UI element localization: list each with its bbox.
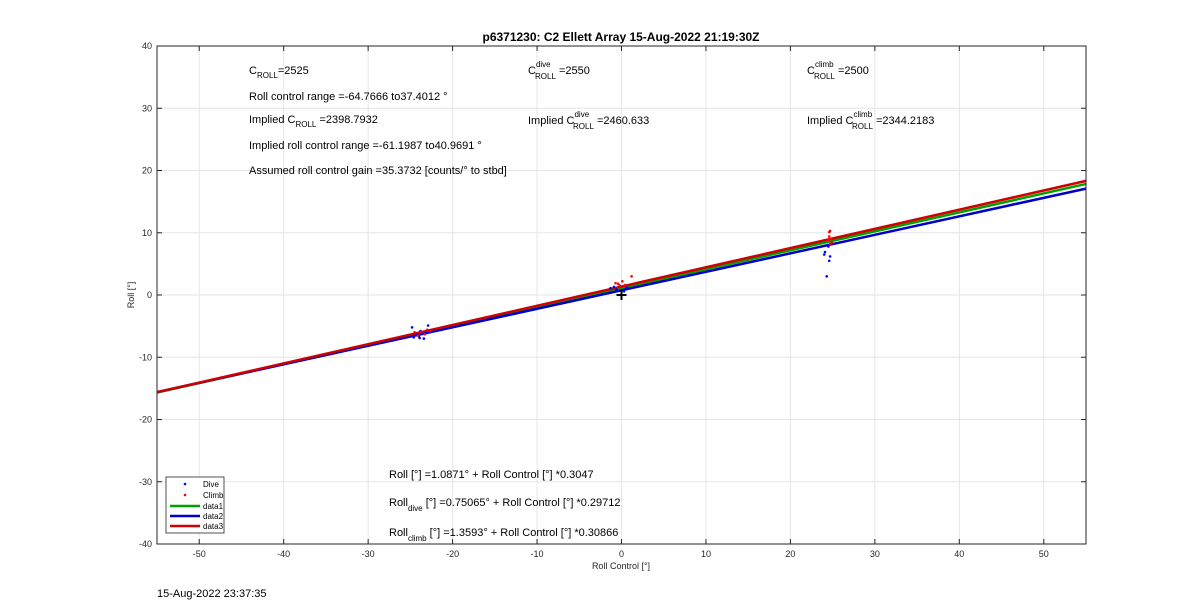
point-dive — [422, 337, 426, 340]
y-tick-label: 30 — [142, 103, 152, 113]
data-points — [410, 229, 834, 340]
point-climb — [621, 280, 624, 283]
legend-climb-label: Climb — [203, 491, 224, 500]
point-climb — [614, 281, 617, 285]
legend: Dive Climb data1 data2 data3 — [165, 476, 225, 534]
y-tick-label: 10 — [142, 228, 152, 238]
point-climb — [413, 331, 416, 334]
point-climb — [616, 282, 620, 286]
point-climb — [630, 275, 633, 278]
point-dive — [622, 289, 626, 293]
origin-marker — [616, 290, 627, 300]
y-tick-label: -40 — [139, 539, 152, 549]
x-tick-label: 0 — [619, 549, 624, 559]
x-tick-label: -10 — [531, 549, 544, 559]
legend-dive-marker — [183, 482, 187, 486]
legend-climb-marker — [183, 493, 187, 497]
x-tick-label: 20 — [785, 549, 795, 559]
x-tick-label: -40 — [277, 549, 290, 559]
point-climb — [827, 230, 831, 234]
point-dive — [827, 259, 831, 263]
annotation-fit-dive: Rolldive [°] =0.75065° + Roll Control [°… — [389, 497, 621, 513]
tick-labels: -50 -40 -30 -20 -10 0 10 20 30 40 50 -40 -30 -20 -10 0 1… — [139, 41, 1086, 559]
x-axis-label: Roll Control [°] — [592, 561, 650, 571]
annotation-gain: Assumed roll control gain =35.3732 [coun… — [249, 165, 507, 177]
point-dive — [825, 275, 829, 278]
point-dive — [410, 326, 414, 329]
y-tick-label: -30 — [139, 477, 152, 487]
annotation-implied-cclimb: Implied Cclimb ROLL =2344.2183 — [807, 110, 934, 131]
x-tick-label: 10 — [701, 549, 711, 559]
point-climb — [623, 283, 627, 287]
x-tick-label: 30 — [870, 549, 880, 559]
footer-timestamp: 15-Aug-2022 23:37:35 — [157, 588, 267, 600]
point-climb — [429, 329, 432, 333]
legend-data3-label: data3 — [203, 522, 224, 531]
point-dive — [615, 288, 618, 291]
point-dive — [609, 286, 612, 290]
annotation-implied-cdive: Implied Cdive ROLL =2460.633 — [528, 110, 649, 131]
point-dive — [412, 336, 416, 339]
y-tick-label: -20 — [139, 415, 152, 425]
point-climb — [423, 332, 427, 336]
x-tick-label: -20 — [446, 549, 459, 559]
y-axis-label: Roll [°] — [126, 282, 136, 309]
y-tick-label: -10 — [139, 352, 152, 362]
x-tick-label: 50 — [1039, 549, 1049, 559]
point-climb — [425, 328, 429, 332]
annotation-fit-all: Roll [°] =1.0871° + Roll Control [°] *0.… — [389, 469, 594, 481]
annotation-roll-control-range: Roll control range =-64.7666 to37.4012 ° — [249, 91, 448, 103]
point-climb — [420, 330, 423, 334]
x-tick-label: 40 — [954, 549, 964, 559]
chart-title: p6371230: C2 Ellett Array 15-Aug-2022 21… — [482, 30, 759, 44]
point-dive — [625, 286, 628, 289]
x-tick-label: -30 — [362, 549, 375, 559]
legend-dive-label: Dive — [203, 480, 220, 489]
annotation-cclimb: Cclimb ROLL =2500 — [807, 60, 869, 81]
point-climb — [829, 237, 833, 241]
point-climb — [416, 334, 420, 337]
point-dive — [828, 255, 832, 258]
annotation-croll: CROLL=2525 — [249, 65, 309, 80]
point-dive — [826, 243, 829, 247]
point-dive — [426, 324, 430, 327]
point-dive — [823, 250, 827, 254]
legend-data1-label: data1 — [203, 502, 224, 511]
y-tick-label: 0 — [147, 290, 152, 300]
point-dive — [612, 285, 616, 289]
fit-line-data3 — [156, 179, 1087, 394]
annotation-fit-climb: Rollclimb [°] =1.3593° + Roll Control [°… — [389, 527, 618, 543]
point-climb — [827, 235, 831, 238]
annotation-implied-croll: Implied CROLL =2398.7932 — [249, 114, 378, 129]
point-dive — [822, 253, 826, 256]
point-climb — [828, 242, 832, 246]
point-climb — [830, 240, 834, 244]
annotation-implied-range: Implied roll control range =-61.1987 to4… — [249, 140, 482, 152]
point-climb — [618, 284, 622, 288]
point-climb — [827, 238, 830, 241]
legend-data2-label: data2 — [203, 512, 224, 521]
annotation-cdive: Cdive ROLL =2550 — [528, 60, 590, 81]
x-tick-label: -50 — [193, 549, 206, 559]
y-tick-label: 40 — [142, 41, 152, 51]
y-tick-label: 20 — [142, 166, 152, 176]
